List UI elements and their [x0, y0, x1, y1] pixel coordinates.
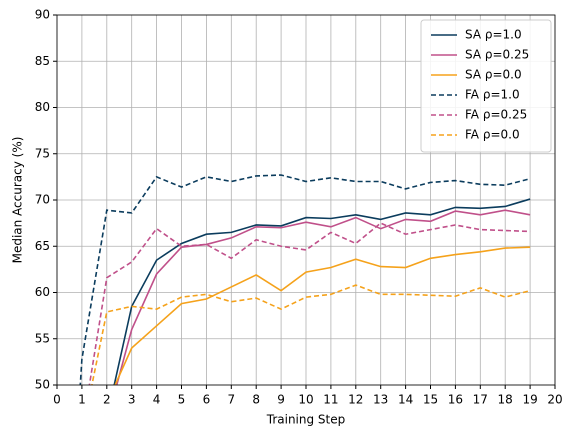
x-tick-label: 14	[398, 393, 413, 407]
y-tick-label: 85	[35, 54, 50, 68]
x-tick-label: 9	[277, 393, 285, 407]
legend: SA ρ=1.0 SA ρ=0.25 SA ρ=0.0 FA ρ=1.0 FA ρ=0.…	[420, 19, 552, 153]
y-tick-label: 90	[35, 8, 50, 22]
x-tick-label: 11	[323, 393, 338, 407]
x-tick-label: 3	[128, 393, 136, 407]
y-tick-label: 65	[35, 239, 50, 253]
legend-label: SA ρ=1.0	[465, 28, 522, 42]
plot-frame	[56, 14, 556, 386]
x-tick-label: 10	[298, 393, 313, 407]
legend-label: FA ρ=0.0	[465, 128, 520, 142]
legend-label: FA ρ=1.0	[465, 88, 520, 102]
series-line	[79, 174, 531, 385]
x-tick-label: 1	[78, 393, 86, 407]
x-tick-label: 8	[252, 393, 260, 407]
series-line	[114, 246, 531, 385]
legend-label: FA ρ=0.25	[465, 108, 527, 122]
legend-label: SA ρ=0.0	[465, 68, 522, 82]
x-tick-label: 5	[178, 393, 186, 407]
x-tick-label: 2	[103, 393, 111, 407]
x-tick-label: 12	[348, 393, 363, 407]
x-tick-label: 4	[153, 393, 161, 407]
series-line	[113, 198, 531, 385]
y-tick-label: 75	[35, 146, 50, 160]
series-line	[88, 222, 531, 385]
y-axis-label: Median Accuracy (%)	[11, 137, 25, 264]
series-line	[91, 284, 531, 385]
x-tick-label: 7	[227, 393, 235, 407]
x-tick-label: 6	[203, 393, 211, 407]
x-tick-label: 20	[547, 393, 562, 407]
legend-box	[420, 19, 552, 153]
x-tick-label: 17	[473, 393, 488, 407]
series-line	[115, 209, 531, 385]
legend-label: SA ρ=0.25	[465, 48, 529, 62]
y-tick-label: 50	[35, 378, 50, 392]
y-tick-label: 55	[35, 331, 50, 345]
plot-area	[79, 174, 531, 385]
x-tick-label: 18	[498, 393, 513, 407]
y-tick-label: 70	[35, 193, 50, 207]
x-tick-label: 0	[53, 393, 61, 407]
y-tick-label: 60	[35, 285, 50, 299]
y-tick-label: 80	[35, 100, 50, 114]
x-tick-label: 13	[373, 393, 388, 407]
x-tick-label: 16	[448, 393, 463, 407]
x-tick-label: 19	[522, 393, 537, 407]
x-tick-label: 15	[423, 393, 438, 407]
x-axis-label: Training Step	[266, 413, 346, 427]
